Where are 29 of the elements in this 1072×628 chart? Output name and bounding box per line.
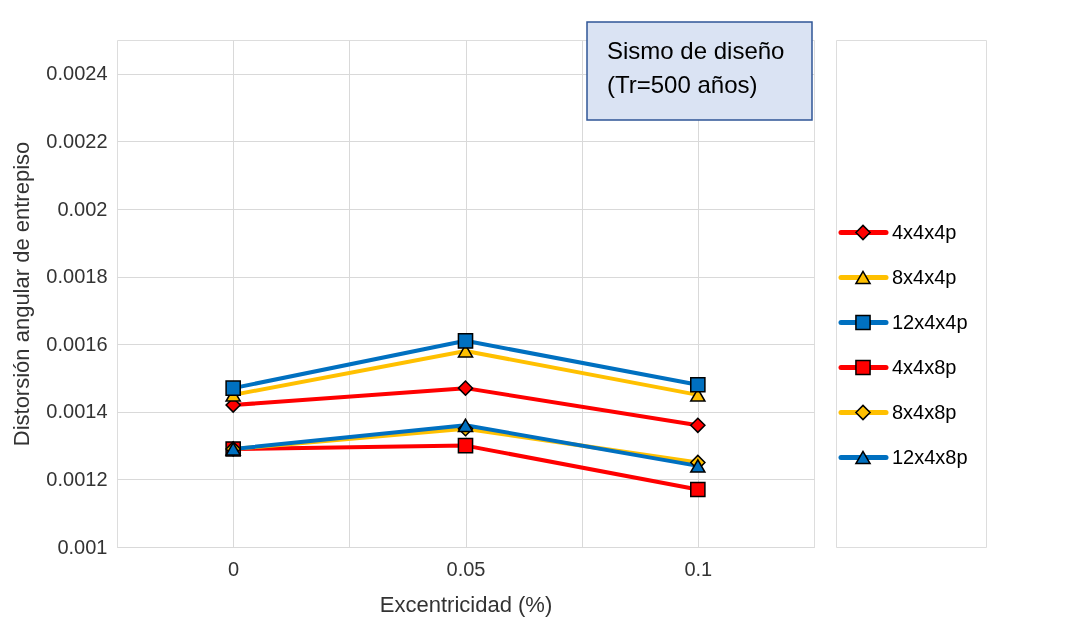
y-tick-label: 0.0012 bbox=[46, 467, 108, 490]
point bbox=[457, 437, 474, 454]
point bbox=[690, 376, 706, 393]
y-tick-label: 0.0024 bbox=[46, 62, 108, 85]
point bbox=[457, 380, 474, 396]
point bbox=[690, 481, 706, 498]
y-tick-label: 0.0018 bbox=[46, 265, 108, 288]
point bbox=[457, 333, 474, 349]
y-axis-title: Distorsión angular de entrepiso bbox=[9, 141, 35, 447]
x-tick-label: 0 bbox=[228, 557, 240, 580]
point bbox=[225, 380, 241, 396]
y-tick-label: 0.0022 bbox=[46, 129, 108, 152]
legend-label: 4x4x4p bbox=[892, 220, 957, 243]
x-tick-label: 0.05 bbox=[446, 557, 486, 580]
point bbox=[690, 459, 706, 473]
legend-label: 12x4x8p bbox=[892, 445, 968, 468]
y-tick-label: 0.0014 bbox=[46, 400, 108, 423]
point bbox=[457, 418, 474, 433]
x-tick-label: 0.1 bbox=[684, 557, 713, 580]
legend-label: 12x4x4p bbox=[892, 310, 968, 333]
y-tick-label: 0.001 bbox=[57, 535, 108, 558]
y-tick-label: 0.002 bbox=[57, 197, 108, 220]
legend-label: 8x4x8p bbox=[892, 400, 957, 423]
x-axis-title: Excentricidad (%) bbox=[379, 591, 553, 617]
y-tick-label: 0.0016 bbox=[46, 332, 108, 355]
annotation: Sismo de diseño (Tr=500 años) bbox=[607, 37, 785, 98]
legend-label: 8x4x4p bbox=[892, 265, 957, 288]
legend-label: 4x4x8p bbox=[892, 355, 957, 378]
point bbox=[690, 417, 706, 434]
